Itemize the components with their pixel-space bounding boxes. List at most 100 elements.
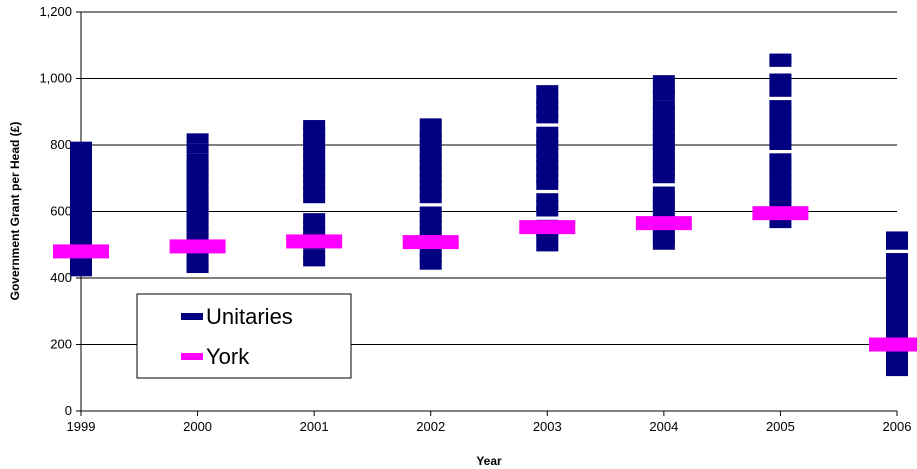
unitaries-point (769, 126, 792, 137)
unitaries-point (652, 140, 675, 150)
unitaries-point (419, 133, 442, 144)
unitaries-point (70, 193, 92, 204)
unitaries-point (536, 206, 559, 217)
unitaries-point (536, 159, 559, 170)
unitaries-point (652, 233, 675, 244)
unitaries-point (769, 173, 792, 184)
unitaries-point (419, 259, 442, 270)
unitaries-point (652, 206, 675, 217)
unitaries-point (419, 173, 442, 184)
unitaries-point (536, 100, 559, 111)
unitaries-point (70, 206, 92, 217)
unitaries-point (652, 166, 675, 177)
unitaries-point (303, 226, 326, 237)
y-tick-label: 0 (65, 403, 72, 418)
york-point (635, 216, 692, 231)
unitaries-point (303, 193, 326, 204)
unitaries-point (536, 146, 559, 157)
unitaries-point (186, 179, 209, 190)
unitaries-point (652, 106, 675, 117)
unitaries-point (536, 140, 559, 150)
unitaries-point (70, 159, 92, 170)
unitaries-point (419, 219, 442, 230)
y-tick-label: 600 (50, 204, 72, 219)
unitaries-point (769, 166, 792, 177)
unitaries-point (303, 120, 326, 131)
unitaries-point (652, 193, 675, 204)
unitaries-point (652, 83, 675, 94)
unitaries-point (303, 126, 326, 137)
unitaries-point (536, 113, 559, 124)
unitaries-point (186, 133, 209, 144)
unitaries-point (536, 166, 559, 177)
unitaries-point (536, 133, 559, 144)
unitaries-point (886, 312, 908, 323)
unitaries-point (186, 193, 209, 204)
gridlines (81, 11, 897, 345)
unitaries-point (652, 113, 675, 124)
unitaries-point (419, 253, 442, 264)
unitaries-point (419, 166, 442, 177)
unitaries-point (419, 179, 442, 190)
unitaries-point (886, 279, 908, 290)
unitaries-point (769, 153, 792, 164)
unitaries-point (886, 286, 908, 297)
unitaries-point (303, 140, 326, 150)
unitaries-point (769, 199, 792, 210)
unitaries-point (186, 226, 209, 237)
x-tick-label: 1999 (67, 419, 96, 434)
unitaries-point (303, 146, 326, 157)
unitaries-point (886, 266, 908, 277)
unitaries-point (186, 159, 209, 170)
unitaries-point (886, 292, 908, 303)
unitaries-point (536, 126, 559, 137)
unitaries-point (70, 259, 92, 270)
legend: Unitaries York (136, 293, 352, 379)
x-tick-label: 2005 (766, 419, 795, 434)
unitaries-point (303, 179, 326, 190)
unitaries-point (536, 199, 559, 210)
unitaries-point (652, 239, 675, 250)
york-point (286, 234, 343, 249)
x-tick-label: 2006 (883, 419, 912, 434)
unitaries-point (536, 179, 559, 190)
unitaries-point (186, 233, 209, 244)
unitaries-point (536, 193, 559, 204)
unitaries-point (186, 219, 209, 230)
unitaries-point (769, 100, 792, 111)
unitaries-point (769, 140, 792, 150)
unitaries-point (419, 146, 442, 157)
y-tick-label: 1,200 (39, 4, 72, 19)
unitaries-point (419, 186, 442, 197)
unitaries-point (769, 53, 792, 64)
unitaries-point (70, 219, 92, 230)
legend-marker-york (181, 353, 203, 360)
unitaries-point (419, 206, 442, 217)
unitaries-point (186, 143, 209, 154)
unitaries-point (652, 146, 675, 157)
unitaries-point (536, 241, 559, 252)
unitaries-point (769, 80, 792, 91)
unitaries-point (419, 159, 442, 170)
unitaries-point (536, 93, 559, 104)
y-tick-label: 400 (50, 270, 72, 285)
unitaries-point (886, 359, 908, 370)
legend-label-unitaries: Unitaries (206, 304, 293, 329)
unitaries-point (186, 249, 209, 260)
unitaries-point (536, 106, 559, 117)
unitaries-point (769, 106, 792, 117)
x-tick-label: 2003 (533, 419, 562, 434)
unitaries-point (652, 100, 675, 111)
legend-box (136, 293, 352, 379)
y-tick-label: 800 (50, 137, 72, 152)
unitaries-point (886, 319, 908, 330)
york-point (53, 244, 109, 259)
unitaries-point (886, 253, 908, 264)
unitaries-point (769, 86, 792, 97)
unitaries-point (419, 213, 442, 224)
unitaries-point (652, 126, 675, 137)
unitaries-point (419, 226, 442, 237)
unitaries-point (70, 141, 92, 152)
unitaries-point (303, 166, 326, 177)
